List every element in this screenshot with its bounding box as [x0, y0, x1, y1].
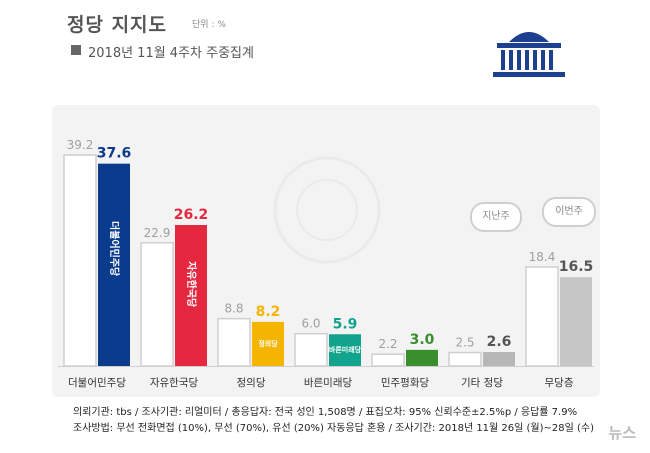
bar-previous-0	[63, 154, 97, 367]
category-label-4: 민주평화당	[381, 377, 430, 389]
value-label-previous-6: 18.4	[529, 250, 556, 264]
bar-current-3	[329, 334, 361, 366]
previous-week-bubble: 지난주	[470, 202, 522, 232]
value-label-current-2: 8.2	[256, 304, 281, 320]
value-label-previous-4: 2.2	[378, 337, 397, 351]
national-assembly-icon	[493, 32, 565, 77]
bar-previous-3	[294, 332, 328, 367]
category-label-0: 더불어민주당	[68, 377, 126, 389]
square-bullet-icon	[71, 45, 81, 55]
bar-previous-4	[371, 353, 405, 367]
bar-current-5	[483, 352, 515, 366]
bar-current-0	[98, 163, 130, 366]
current-week-bubble: 이번주	[542, 197, 596, 227]
bar-previous-2	[217, 317, 251, 367]
value-label-current-4: 3.0	[410, 332, 435, 348]
footnote-line-2: 조사방법: 무선 전화면접 (10%), 무선 (70%), 유선 (20%) …	[73, 423, 595, 434]
value-label-current-5: 2.6	[487, 334, 512, 350]
bar-current-4	[406, 349, 438, 366]
bar-previous-5	[448, 351, 482, 367]
watermark: 뉴스	[608, 424, 636, 442]
value-label-previous-0: 39.2	[67, 138, 94, 152]
unit-label: 단위 : %	[192, 20, 226, 30]
value-label-current-0: 37.6	[97, 146, 132, 162]
category-label-6: 무당층	[545, 377, 574, 389]
bar-current-1	[175, 225, 207, 366]
category-label-2: 정의당	[237, 377, 266, 389]
value-label-previous-1: 22.9	[144, 226, 171, 240]
category-label-3: 바른미래당	[304, 377, 353, 389]
chart-subtitle: 2018년 11월 4주차 주중집계	[88, 46, 254, 61]
assembly-emblem-watermark	[273, 156, 381, 264]
footnote-line-1: 의뢰기관: tbs / 조사기관: 리얼미터 / 총응답자: 전국 성인 1,5…	[73, 407, 578, 418]
bar-previous-1	[140, 242, 174, 367]
chart-title: 정당 지지도	[67, 14, 168, 36]
value-label-current-1: 26.2	[174, 207, 209, 223]
party-logo-2: 정의당	[258, 339, 278, 348]
value-label-current-6: 16.5	[559, 259, 594, 275]
party-logo-3: 바른미래당	[329, 345, 362, 354]
value-label-previous-5: 2.5	[455, 336, 474, 350]
chart-header: 정당 지지도 단위 : % 2018년 11월 4주차 주중집계	[0, 0, 650, 110]
party-logo-0: 더불어민주당	[108, 221, 121, 277]
bar-current-2	[252, 321, 284, 366]
category-label-1: 자유한국당	[150, 377, 199, 389]
category-label-5: 기타 정당	[461, 377, 503, 389]
value-label-current-3: 5.9	[333, 316, 358, 332]
value-label-previous-2: 8.8	[224, 302, 243, 316]
party-logo-1: 자유한국당	[185, 261, 198, 308]
bar-current-6	[560, 277, 592, 366]
value-label-previous-3: 6.0	[301, 317, 320, 331]
bar-previous-6	[525, 266, 559, 367]
